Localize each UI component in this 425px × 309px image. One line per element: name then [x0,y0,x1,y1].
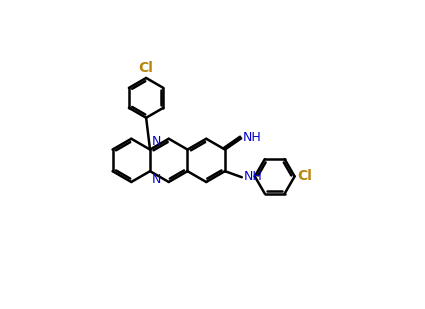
Text: N: N [152,135,162,148]
Text: N: N [152,173,162,186]
Text: NH: NH [243,131,262,144]
Text: Cl: Cl [139,61,153,75]
Text: Cl: Cl [297,169,312,183]
Text: NH: NH [244,170,262,183]
